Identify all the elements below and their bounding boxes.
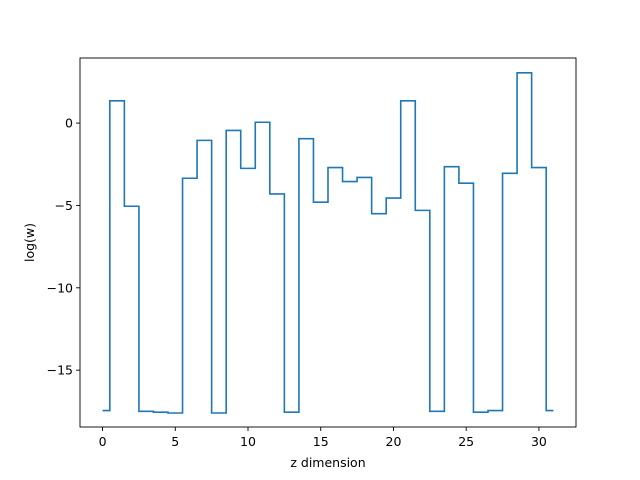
series-step-line — [102, 72, 554, 414]
y-tick-label: 0 — [65, 116, 73, 131]
x-tick-label: 5 — [171, 434, 179, 449]
x-tick-label: 0 — [99, 434, 107, 449]
x-tick-label: 10 — [240, 434, 256, 449]
plot-area — [102, 72, 554, 414]
x-tick-label: 15 — [313, 434, 329, 449]
x-tick-label: 30 — [531, 434, 547, 449]
y-axis-ticks: 0 −5 −10 −15 — [47, 116, 80, 378]
axes-frame — [79, 57, 577, 428]
y-tick-label: −15 — [47, 363, 73, 378]
y-tick-label: −10 — [47, 280, 73, 295]
x-tick-label: 20 — [386, 434, 402, 449]
x-axis-ticks: 0 5 10 15 20 25 30 — [99, 427, 547, 449]
x-tick-label: 25 — [458, 434, 474, 449]
y-tick-label: −5 — [55, 198, 73, 213]
x-axis-label: z dimension — [290, 455, 365, 470]
y-axis-label: log(w) — [22, 223, 37, 262]
